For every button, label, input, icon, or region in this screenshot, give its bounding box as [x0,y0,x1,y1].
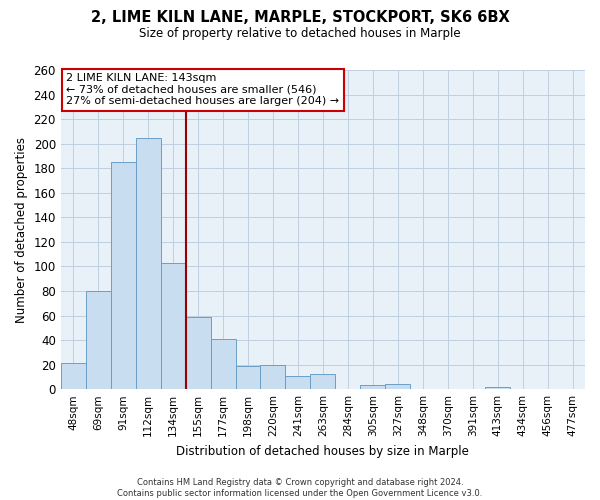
Text: Contains HM Land Registry data © Crown copyright and database right 2024.
Contai: Contains HM Land Registry data © Crown c… [118,478,482,498]
Bar [185,317,211,389]
Bar [361,386,385,389]
Bar [211,339,236,389]
Bar [260,364,286,389]
Bar [61,364,86,389]
Bar [310,374,335,389]
X-axis label: Distribution of detached houses by size in Marple: Distribution of detached houses by size … [176,444,469,458]
Bar [236,366,260,389]
Text: 2, LIME KILN LANE, MARPLE, STOCKPORT, SK6 6BX: 2, LIME KILN LANE, MARPLE, STOCKPORT, SK… [91,10,509,25]
Bar [485,386,510,389]
Y-axis label: Number of detached properties: Number of detached properties [15,136,28,322]
Bar [161,262,185,389]
Bar [385,384,410,389]
Bar [86,291,111,389]
Bar [286,376,310,389]
Text: 2 LIME KILN LANE: 143sqm
← 73% of detached houses are smaller (546)
27% of semi-: 2 LIME KILN LANE: 143sqm ← 73% of detach… [66,73,339,106]
Bar [111,162,136,389]
Bar [136,138,161,389]
Text: Size of property relative to detached houses in Marple: Size of property relative to detached ho… [139,28,461,40]
